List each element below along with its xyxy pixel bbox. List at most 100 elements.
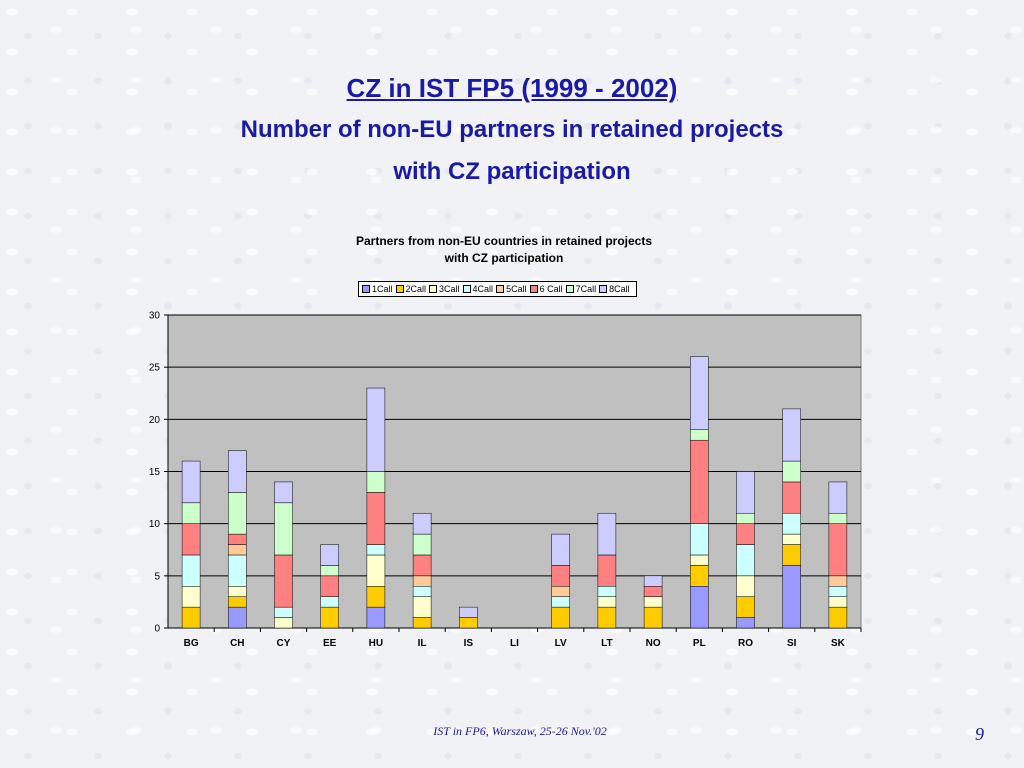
- legend-label: 7Call: [575, 284, 597, 294]
- legend-swatch: [565, 285, 574, 293]
- bar-segment: [736, 523, 755, 545]
- bar-segment: [690, 429, 709, 441]
- page-number: 9: [975, 724, 984, 744]
- bar-segment: [643, 586, 663, 597]
- x-tick-label: BG: [184, 638, 199, 649]
- bar-segment: [690, 565, 709, 587]
- bar-segment: [274, 502, 293, 556]
- bar-segment: [459, 617, 478, 629]
- legend-item: 2Call: [395, 284, 427, 294]
- bar-segment: [181, 460, 201, 504]
- legend-item: 5Call: [496, 284, 527, 294]
- bar-segment: [736, 575, 755, 597]
- bar-segment: [828, 596, 848, 608]
- y-tick-label: 20: [149, 415, 161, 426]
- bar-segment: [274, 617, 293, 629]
- bar-segment: [551, 596, 570, 608]
- x-tick-label: NO: [646, 638, 661, 649]
- bar-segment: [459, 606, 478, 618]
- y-tick-label: 10: [149, 519, 161, 530]
- slide-subtitle-line1: Number of non-EU partners in retained pr…: [240, 116, 784, 143]
- x-tick-label: RO: [738, 638, 753, 649]
- bar-segment: [690, 586, 709, 629]
- bar-segment: [228, 554, 247, 587]
- bar-segment: [274, 481, 293, 504]
- bar-segment: [736, 512, 755, 524]
- bar-segment: [828, 481, 848, 514]
- bar-segment: [181, 523, 201, 556]
- bar-segment: [597, 606, 617, 629]
- slide-subtitle-line2: with CZ participation: [393, 158, 631, 185]
- legend-item: 1Call: [362, 284, 393, 294]
- bar-segment: [643, 606, 663, 629]
- bar-segment: [320, 565, 339, 577]
- bar-segment: [274, 554, 293, 608]
- bar-segment: [736, 596, 755, 618]
- bar-segment: [228, 533, 247, 545]
- bar-segment: [597, 554, 617, 587]
- bar-segment: [782, 544, 801, 566]
- bar-segment: [690, 523, 709, 556]
- bar-segment: [828, 606, 848, 629]
- x-tick-label: IS: [464, 638, 474, 649]
- bar-segment: [828, 586, 848, 597]
- legend-swatch: [599, 285, 608, 293]
- x-tick-label: HU: [369, 638, 383, 649]
- bar-segment: [274, 606, 293, 618]
- bar-segment: [412, 512, 432, 535]
- bar-segment: [228, 492, 247, 535]
- bar-segment: [412, 554, 432, 577]
- legend-label: 2Call: [405, 284, 427, 294]
- x-tick-label: LT: [601, 638, 612, 649]
- x-tick-label: CY: [277, 638, 291, 649]
- legend-swatch: [395, 285, 404, 293]
- x-tick-label: IL: [418, 638, 427, 649]
- bar-segment: [828, 512, 848, 524]
- bar-segment: [181, 502, 201, 524]
- x-tick-label: SI: [787, 638, 797, 649]
- bar-segment: [181, 606, 201, 629]
- x-tick-label: PL: [693, 638, 706, 649]
- legend-swatch: [362, 285, 370, 293]
- bar-segment: [366, 387, 386, 472]
- bar-segment: [782, 533, 801, 545]
- bar-segment: [782, 565, 801, 629]
- bar-segment: [736, 617, 755, 629]
- legend-swatch: [462, 285, 471, 293]
- bar-segment: [736, 544, 755, 577]
- y-tick-label: 15: [149, 467, 161, 478]
- bar-segment: [782, 512, 801, 535]
- bar-segment: [320, 606, 339, 629]
- bar-segment: [228, 450, 247, 493]
- bar-segment: [366, 544, 386, 556]
- bar-segment: [412, 617, 432, 629]
- bar-segment: [597, 596, 617, 608]
- bar-segment: [320, 544, 339, 566]
- legend-swatch: [429, 285, 438, 293]
- bar-segment: [690, 356, 709, 431]
- bar-segment: [412, 533, 432, 556]
- y-tick-label: 25: [149, 363, 161, 374]
- x-tick-label: CH: [230, 638, 244, 649]
- bar-segment: [828, 523, 848, 577]
- legend-label: 6 Call: [539, 284, 563, 294]
- y-tick-label: 5: [154, 571, 160, 582]
- bar-segment: [366, 471, 386, 493]
- bar-segment: [412, 575, 432, 587]
- bar-segment: [320, 596, 339, 608]
- bar-segment: [366, 554, 386, 587]
- bar-segment: [782, 460, 801, 483]
- legend-swatch: [529, 285, 538, 293]
- legend-item: 8Call: [599, 284, 630, 294]
- legend-label: 3Call: [439, 284, 460, 294]
- bar-segment: [643, 596, 663, 608]
- legend-label: 5Call: [506, 284, 527, 294]
- legend-item: 6 Call: [529, 284, 563, 294]
- bar-segment: [782, 408, 801, 462]
- bar-segment: [551, 565, 570, 587]
- bar-segment: [228, 586, 247, 597]
- bar-segment: [828, 575, 848, 587]
- bar-segment: [690, 554, 709, 566]
- legend-swatch: [496, 285, 505, 293]
